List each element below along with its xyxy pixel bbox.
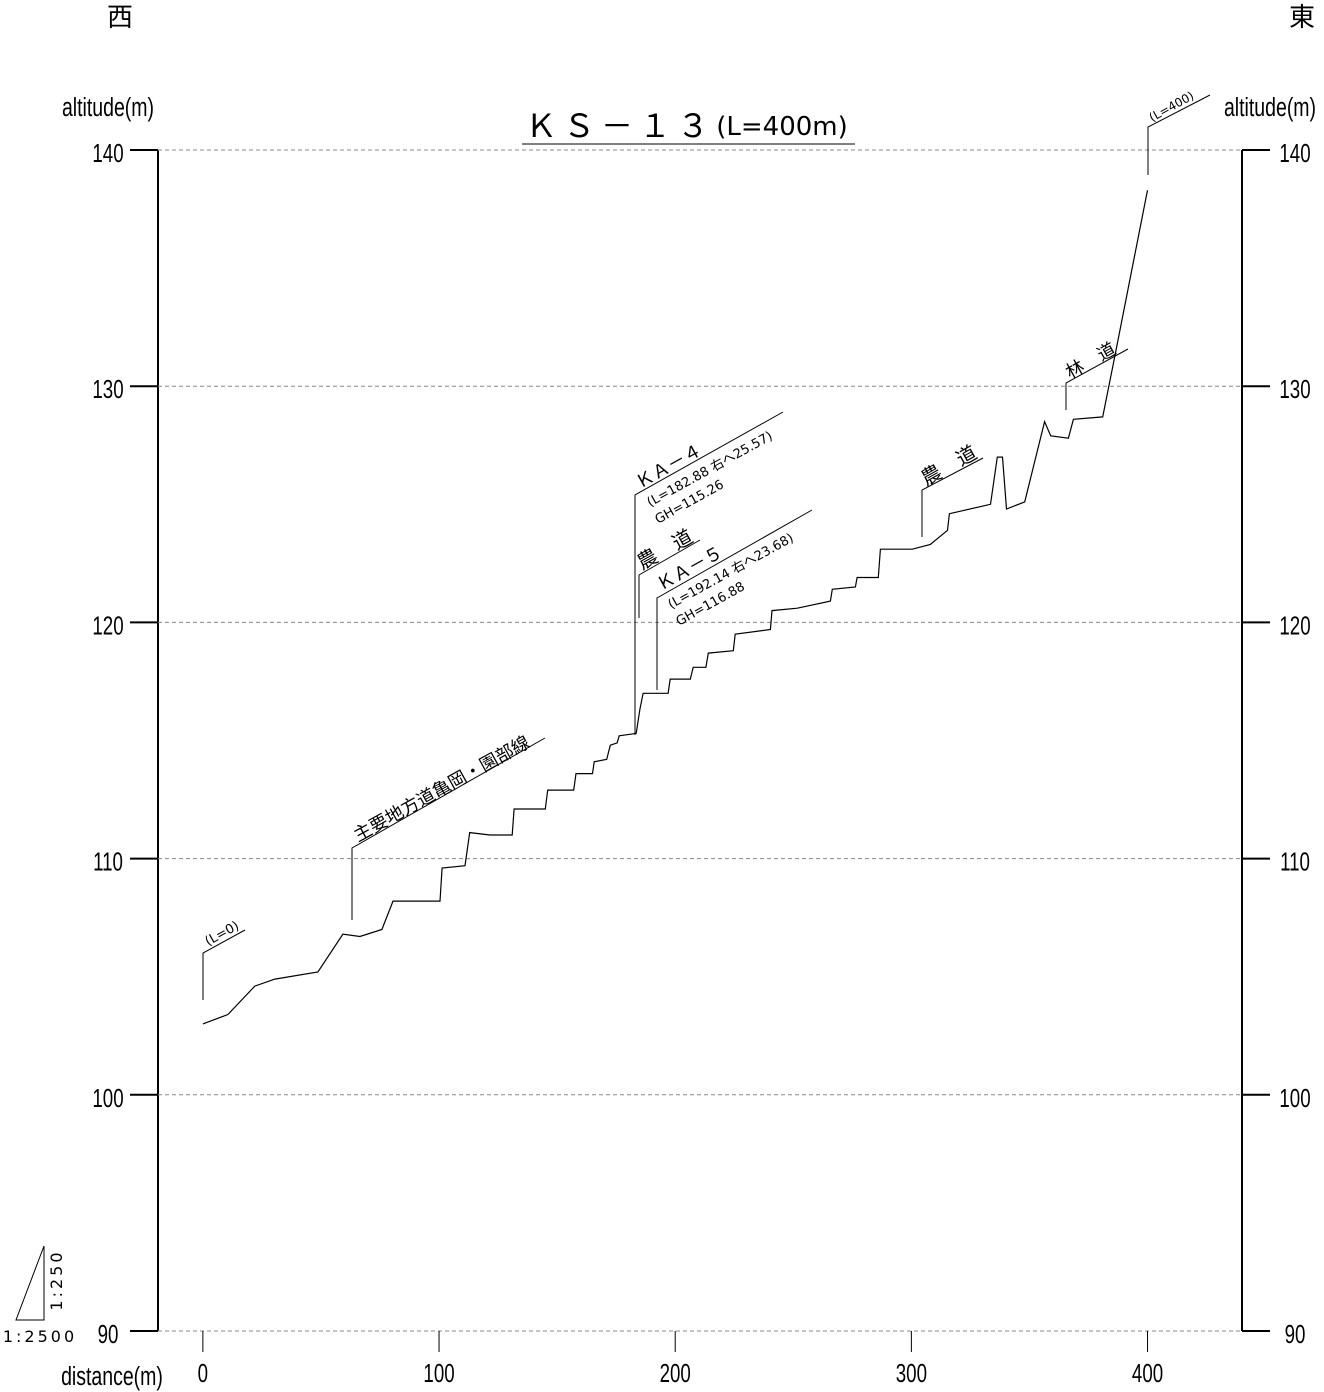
x-tick-label: 0 [198,1358,208,1388]
scale-triangle [15,1245,45,1321]
leader-line [921,457,984,537]
annotation: 農 道 [917,440,981,490]
y2-axis-label: altitude(m) [1224,92,1316,121]
east-label: 東 [1289,3,1315,33]
y-tick-label: 90 [98,1319,119,1349]
chart-subtitle: (L=400m) [716,112,848,142]
x-tick-label: 200 [660,1358,691,1388]
leader-line [1065,348,1129,410]
y-tick-label: 100 [92,1083,123,1113]
x-tick-label: 100 [423,1358,454,1388]
x-tick-label: 400 [1132,1358,1163,1388]
leader-line [1147,94,1211,175]
ground-line [202,190,1149,1025]
y-tick-label: 140 [92,138,123,168]
y-tick-label: 120 [92,610,123,640]
y-tick-label: 130 [92,374,123,404]
y-axis-label: altitude(m) [62,92,154,121]
annotation: (L=400) [1147,89,1197,125]
x-axis-label: distance(m) [61,1361,163,1390]
leader-line [656,509,813,690]
leader-line [202,929,246,1000]
annotation: (L=0) [203,919,242,950]
y2-tick-label: 130 [1279,374,1310,404]
y-tick-label: 110 [93,846,123,876]
west-label: 西 [107,3,133,33]
scale-vertical: 1:250 [47,1249,66,1310]
leader-line [351,737,546,920]
y2-tick-label: 110 [1280,846,1310,876]
y2-tick-label: 140 [1279,138,1310,168]
leader-line [638,539,701,618]
y2-tick-label: 100 [1279,1083,1310,1113]
y2-tick-label: 90 [1285,1319,1306,1349]
annotation: 主要地方道亀岡・園部線 [350,732,533,846]
scale-horizontal: 1:2500 [3,1327,77,1346]
leader-line [634,411,784,735]
chart-title: ＫＳ－１３ [525,107,715,145]
x-tick-label: 300 [896,1358,927,1388]
y2-tick-label: 120 [1279,610,1310,640]
